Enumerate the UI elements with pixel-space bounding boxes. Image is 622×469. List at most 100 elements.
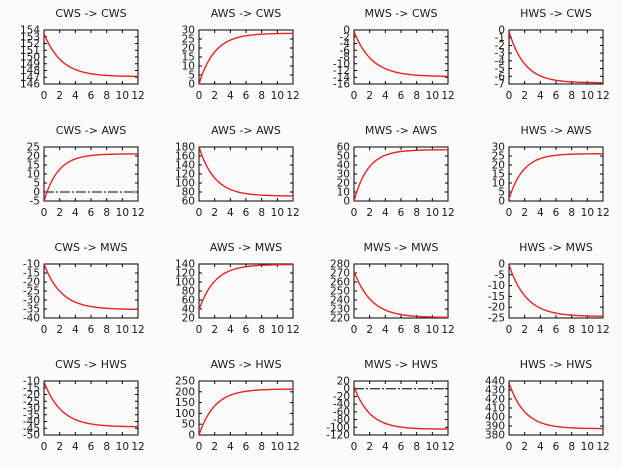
x-tick-label: 10 — [581, 90, 594, 102]
x-tick-label: 2 — [366, 207, 373, 219]
y-tick-label: 15 — [27, 160, 40, 172]
response-curve — [509, 31, 603, 84]
plot-title: HWS -> HWS — [520, 358, 592, 371]
y-tick-label: -16 — [333, 79, 350, 91]
y-tick-label: 60 — [337, 142, 350, 154]
y-tick-label: 440 — [485, 376, 505, 388]
x-tick-label: 4 — [382, 207, 389, 219]
subplot-mws-to-hws: MWS -> HWS 0 2 4 6 8 10 12 -120 -100 -80 -60 -40 -20 0… — [310, 351, 465, 468]
x-tick-label: 6 — [88, 207, 95, 219]
y-tick-label: -30 — [23, 403, 40, 415]
y-tick-label: 30 — [337, 169, 350, 181]
x-tick-label: 4 — [72, 441, 79, 453]
y-tick-label: 50 — [182, 419, 195, 431]
x-tick-label: 12 — [596, 207, 609, 219]
y-tick-label: -40 — [23, 416, 40, 428]
response-curve — [354, 31, 448, 78]
x-tick-label: 10 — [581, 441, 594, 453]
x-tick-label: 6 — [88, 90, 95, 102]
x-tick-label: 0 — [351, 207, 358, 219]
y-tick-label: 400 — [485, 412, 505, 424]
x-tick-label: 4 — [227, 324, 234, 336]
x-tick-label: 10 — [271, 324, 284, 336]
y-tick-label: 180 — [175, 142, 195, 154]
y-tick-label: 260 — [330, 277, 350, 289]
y-tick-label: 148 — [20, 65, 40, 77]
x-tick-label: 10 — [426, 90, 439, 102]
plot-title: CWS -> HWS — [55, 358, 127, 371]
y-tick-label: -5 — [30, 196, 40, 208]
y-tick-label: 5 — [33, 178, 40, 190]
x-tick-label: 12 — [441, 90, 454, 102]
x-tick-label: 8 — [103, 90, 110, 102]
response-curve — [44, 33, 138, 78]
plot-frame — [353, 146, 449, 202]
y-tick-label: -25 — [23, 396, 40, 408]
x-tick-label: 10 — [426, 324, 439, 336]
x-tick-label: 6 — [243, 441, 250, 453]
subplot-hws-to-aws: HWS -> AWS 0 2 4 6 8 10 12 0 5 10 15 20 25 30 — [465, 117, 620, 234]
y-tick-label: 80 — [182, 187, 195, 199]
y-tick-label: 10 — [27, 169, 40, 181]
response-curve — [509, 153, 603, 200]
x-tick-label: 6 — [398, 207, 405, 219]
y-tick-label: 30 — [182, 25, 195, 37]
plot-title: MWS -> HWS — [364, 358, 438, 371]
x-tick-label: 10 — [116, 90, 129, 102]
y-tick-label: -100 — [326, 422, 350, 434]
y-tick-label: -35 — [23, 409, 40, 421]
plot-frame — [198, 146, 294, 202]
x-tick-label: 0 — [506, 324, 513, 336]
x-tick-label: 6 — [553, 324, 560, 336]
x-tick-label: 0 — [506, 90, 513, 102]
plot-title: AWS -> AWS — [211, 124, 281, 137]
y-tick-label: -5 — [495, 269, 505, 281]
x-tick-label: 8 — [103, 324, 110, 336]
x-tick-label: 10 — [581, 324, 594, 336]
x-tick-label: 2 — [521, 324, 528, 336]
y-tick-label: 0 — [33, 187, 40, 199]
y-tick-label: 280 — [330, 259, 350, 271]
y-tick-label: -4 — [340, 38, 351, 50]
x-tick-label: 8 — [568, 207, 575, 219]
y-tick-label: -25 — [488, 313, 505, 325]
x-tick-label: 12 — [441, 441, 454, 453]
subplot-cws-to-aws: CWS -> AWS 0 2 4 6 8 10 12 -5 0 5 10 15 20 25 — [0, 117, 155, 234]
plot-frame — [508, 263, 604, 319]
y-tick-label: 240 — [330, 295, 350, 307]
plot-title: AWS -> HWS — [210, 358, 281, 371]
x-tick-label: 2 — [211, 441, 218, 453]
subplot-canvas: CWS -> MWS 0 2 4 6 8 10 12 -40-35-30-25-20-15-10 — [23, 241, 145, 336]
subplot-aws-to-hws: AWS -> HWS 0 2 4 6 8 10 12 0 50 100 150 200 250 — [155, 351, 310, 468]
x-tick-label: 0 — [196, 90, 203, 102]
x-tick-label: 10 — [116, 324, 129, 336]
y-tick-label: -80 — [333, 414, 350, 426]
y-tick-label: -10 — [23, 376, 40, 388]
y-tick-label: -6 — [495, 71, 506, 83]
y-tick-label: 153 — [20, 31, 40, 43]
response-curve — [44, 381, 138, 428]
x-tick-label: 12 — [596, 324, 609, 336]
x-tick-label: 10 — [271, 207, 284, 219]
y-tick-label: 0 — [498, 25, 505, 37]
x-tick-label: 6 — [553, 207, 560, 219]
y-tick-label: -15 — [23, 382, 40, 394]
x-tick-label: 0 — [351, 324, 358, 336]
x-tick-label: 4 — [72, 324, 79, 336]
x-tick-label: 0 — [41, 90, 48, 102]
plot-frame — [198, 29, 294, 85]
y-tick-label: 10 — [492, 178, 505, 190]
y-tick-label: 10 — [337, 187, 350, 199]
subplot-cws-to-hws: CWS -> HWS 0 2 4 6 8 10 12 -50 -45 -40 -35 -30 -25 -20… — [0, 351, 155, 468]
x-tick-label: 4 — [382, 441, 389, 453]
x-tick-label: 2 — [211, 207, 218, 219]
x-tick-label: 4 — [537, 441, 544, 453]
x-tick-label: 0 — [41, 324, 48, 336]
x-tick-label: 6 — [553, 90, 560, 102]
